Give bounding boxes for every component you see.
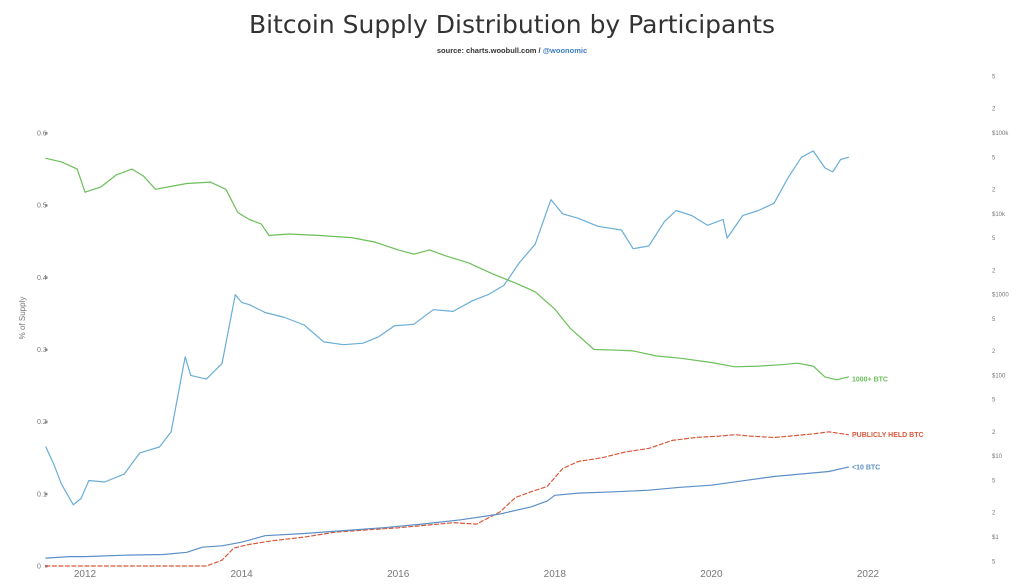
x-tick-label: 2016 — [387, 569, 410, 580]
y2-minor-tick-label: 5 — [992, 317, 996, 323]
publicly-held-btc-line — [45, 431, 849, 567]
y-tick-mark — [45, 132, 48, 135]
y2-minor-tick-label: 5 — [992, 398, 996, 404]
y-tick-label: 0.5 — [37, 203, 47, 210]
y2-minor-tick-label: 2 — [992, 187, 996, 193]
x-tick-label: 2014 — [230, 569, 253, 580]
series-end-label: <10 BTC — [852, 465, 880, 472]
y2-minor-tick-label: 2 — [992, 107, 996, 113]
x-tick-label: 2022 — [857, 569, 880, 580]
author-handle-link[interactable]: @woonomic — [542, 46, 588, 55]
y2-tick-label: $100k — [992, 131, 1009, 137]
whale-1000-btc-line — [45, 157, 849, 381]
y-axis-label: % of Supply — [18, 297, 27, 340]
chart-title: Bitcoin Supply Distribution by Participa… — [248, 10, 776, 39]
y-tick-label: 0.1 — [37, 491, 47, 498]
y2-minor-tick-label: 5 — [992, 75, 996, 81]
y2-tick-label: $10k — [992, 212, 1006, 218]
price-series-line — [45, 150, 849, 506]
y2-minor-tick-label: 2 — [992, 511, 996, 517]
y2-tick-label: $1 — [992, 535, 999, 541]
y2-minor-tick-label: 5 — [992, 236, 996, 242]
x-tick-label: 2020 — [700, 569, 723, 580]
chart-subtitle: source: charts.woobull.com / @woonomic — [0, 46, 1024, 55]
series-end-label: PUBLICLY HELD BTC — [852, 432, 924, 439]
y-tick-mark — [45, 276, 48, 279]
y2-minor-tick-label: 5 — [992, 479, 996, 485]
y-tick-label: 0.3 — [37, 347, 47, 354]
y2-minor-tick-label: 2 — [992, 430, 996, 436]
y2-tick-label: $1000 — [992, 293, 1009, 299]
small-holders-10-btc-line — [45, 466, 849, 559]
y2-minor-tick-label: 2 — [992, 268, 996, 274]
y-tick-mark — [45, 348, 48, 351]
source-text: source: charts.woobull.com / — [436, 46, 541, 55]
y2-tick-label: $10 — [992, 454, 1003, 460]
x-tick-label: 2018 — [544, 569, 567, 580]
y2-minor-tick-label: 5 — [992, 559, 996, 565]
y-tick-label: 0.6 — [37, 131, 47, 138]
y-tick-label: 0.4 — [37, 275, 47, 282]
y2-minor-tick-label: 5 — [992, 155, 996, 161]
y-tick-label: 0 — [37, 564, 41, 571]
y2-tick-label: $100 — [992, 373, 1006, 379]
y-tick-mark — [45, 204, 48, 207]
y-tick-label: 0.2 — [37, 419, 47, 426]
y2-minor-tick-label: 2 — [992, 349, 996, 355]
y-tick-mark — [45, 420, 48, 424]
series-end-label: 1000+ BTC — [852, 376, 888, 383]
y-tick-mark — [45, 492, 48, 496]
x-tick-label: 2012 — [74, 569, 97, 580]
